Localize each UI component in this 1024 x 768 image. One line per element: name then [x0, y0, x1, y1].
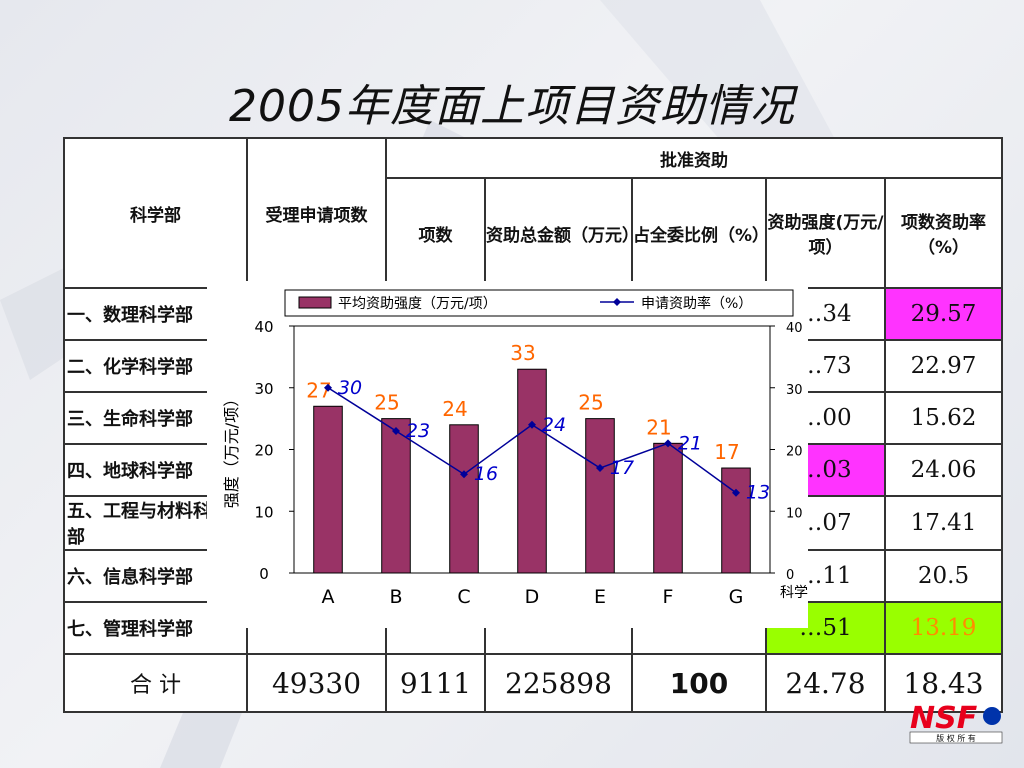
rate-value-label: 16	[474, 463, 498, 485]
total-intensity: 24.78	[765, 653, 886, 713]
rate-cell: 29.57	[884, 287, 1003, 341]
rate-value-label: 13	[746, 482, 770, 504]
rate-value-label: 23	[406, 420, 430, 442]
y2-tick-label: 30	[786, 383, 803, 398]
y-axis-label: 强度（万元/项）	[222, 391, 241, 508]
header-count: 项数	[385, 177, 486, 289]
rate-marker	[596, 464, 604, 473]
y-tick-label: 20	[254, 442, 273, 460]
y2-tick-label: 20	[786, 445, 803, 460]
total-applications: 49330	[246, 653, 387, 713]
header-rate: 项数资助率（%）	[884, 177, 1003, 289]
rate-value-label: 24	[542, 414, 566, 436]
rate-marker	[528, 420, 536, 429]
x-tick-label: A	[322, 586, 335, 608]
rate-cell: 22.97	[884, 339, 1003, 393]
rate-marker	[664, 439, 672, 448]
x-tick-label: B	[389, 586, 402, 608]
bar-value-label: 25	[578, 391, 603, 415]
legend-bar-swatch	[298, 296, 332, 309]
x-tick-label: D	[525, 586, 540, 608]
bar	[449, 424, 479, 574]
bar	[585, 418, 615, 574]
total-amount: 225898	[484, 653, 633, 713]
rate-cell: 24.06	[884, 443, 1003, 497]
rate-cell: 17.41	[884, 495, 1003, 551]
y-tick-label: 10	[254, 503, 273, 521]
x-tick-label: C	[457, 586, 470, 608]
rate-value-label: 21	[678, 432, 702, 454]
header-dept: 科学部	[63, 137, 248, 289]
rate-marker	[324, 383, 332, 392]
rate-value-label: 17	[610, 457, 634, 479]
x-tick-label: G	[729, 586, 744, 608]
legend-box	[284, 289, 794, 317]
legend-line-label: 申请资助率（%）	[641, 295, 752, 312]
bar	[313, 405, 343, 574]
chart-panel: 010203040010203040强度（万元/项）资助率（%）科学部27A25…	[207, 281, 808, 628]
y-tick-label: 0	[259, 565, 269, 583]
rate-cell: 13.19	[884, 601, 1003, 655]
total-label: 合 计	[63, 653, 248, 713]
rate-marker	[392, 426, 400, 435]
rate-marker	[460, 470, 468, 479]
rate-value-label: 30	[338, 377, 362, 399]
x-tick-label: E	[594, 586, 606, 608]
bar	[653, 442, 683, 574]
header-intensity: 资助强度(万元/项）	[765, 177, 886, 289]
header-approved: 批准资助	[385, 137, 1003, 179]
logo-subtext: 版 权 所 有	[936, 733, 976, 743]
header-share: 占全委比例（%）	[631, 177, 769, 289]
bar-value-label: 25	[374, 391, 399, 415]
legend-bar-label: 平均资助强度（万元/项）	[338, 296, 497, 312]
bar-value-label: 17	[714, 440, 739, 464]
total-count: 9111	[385, 653, 486, 713]
y2-tick-label: 0	[786, 568, 794, 583]
total-share: 100	[631, 653, 767, 713]
y-tick-label: 30	[254, 380, 273, 398]
logo-text: NSF	[910, 701, 978, 736]
page-title: 2005年度面上项目资助情况	[229, 81, 795, 132]
header-amount: 资助总金额（万元）	[484, 177, 639, 289]
total-rate: 18.43	[884, 653, 1003, 713]
rate-marker	[732, 488, 740, 497]
y2-tick-label: 10	[786, 506, 803, 521]
nsfc-logo: NSF 版 权 所 有	[909, 701, 1003, 744]
rate-cell: 15.62	[884, 391, 1003, 445]
rate-cell: 20.5	[884, 549, 1003, 603]
dept-cell: 七、管理科学部	[63, 601, 248, 655]
header-applications: 受理申请项数	[246, 137, 387, 289]
y2-tick-label: 40	[786, 321, 803, 336]
bar	[517, 368, 547, 574]
bar-value-label: 33	[510, 341, 535, 365]
y-tick-label: 40	[254, 318, 273, 336]
x-tick-label: F	[663, 586, 674, 608]
total-row: 合 计 49330 9111 225898 100 24.78 18.43	[63, 653, 1003, 713]
bar-value-label: 24	[442, 397, 467, 421]
combo-chart: 010203040010203040强度（万元/项）资助率（%）科学部27A25…	[222, 289, 808, 608]
bar	[381, 418, 411, 574]
bar-value-label: 21	[646, 415, 671, 439]
legend-line-marker	[613, 298, 621, 306]
dept-cell: 六、信息科学部	[63, 549, 248, 603]
x-axis-label: 科学部	[780, 585, 808, 601]
intensity-cell: …51	[765, 601, 886, 655]
